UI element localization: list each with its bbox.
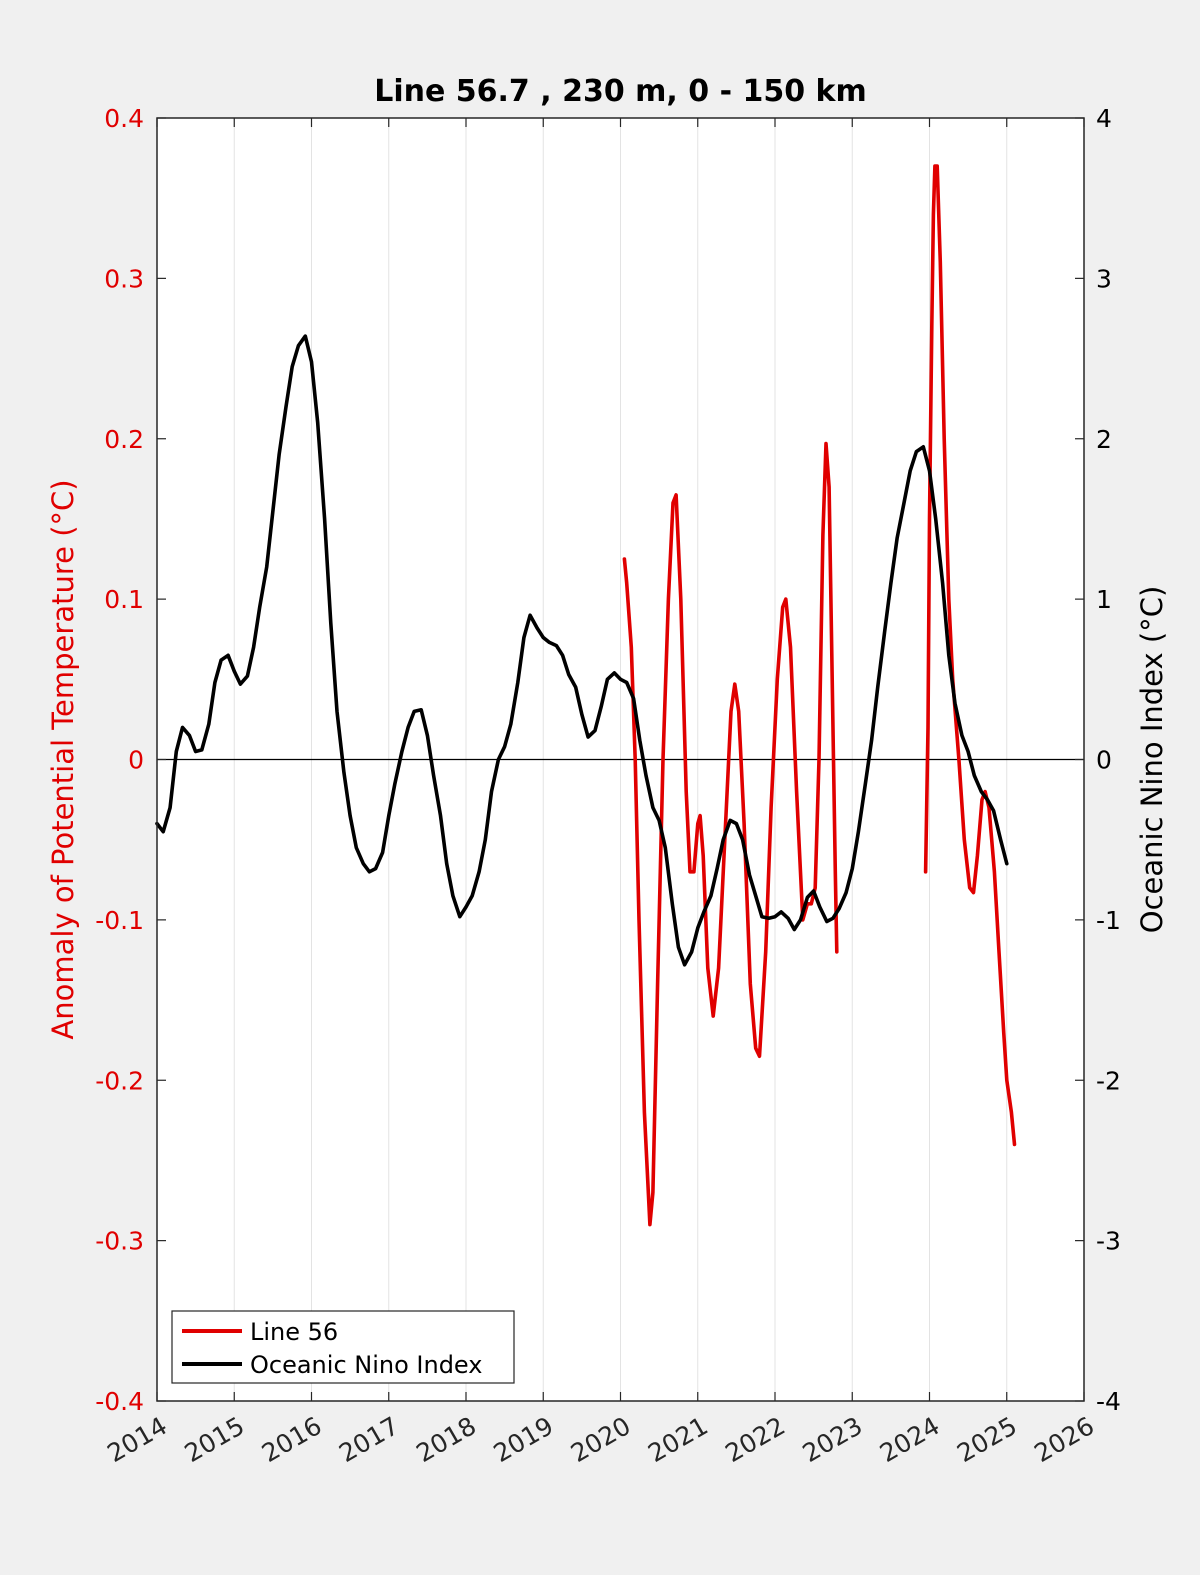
y-right-tick-label: -4 <box>1096 1387 1121 1416</box>
x-tick-label: 2026 <box>1029 1411 1099 1468</box>
y-right-tick-label: 2 <box>1096 425 1112 454</box>
y-left-tick-label: -0.2 <box>95 1066 144 1095</box>
legend-label-oni: Oceanic Nino Index <box>250 1351 482 1379</box>
legend-label-line-56: Line 56 <box>250 1318 338 1346</box>
x-tick-label: 2014 <box>102 1411 172 1468</box>
x-tick-label: 2023 <box>798 1411 868 1468</box>
y-right-tick-label: 3 <box>1096 264 1112 293</box>
x-tick-label: 2018 <box>411 1411 481 1468</box>
x-tick-label: 2019 <box>489 1411 559 1468</box>
x-tick-label: 2017 <box>334 1411 404 1468</box>
y-left-tick-label: -0.3 <box>95 1227 144 1256</box>
y-right-tick-label: 4 <box>1096 104 1112 133</box>
y-right-tick-label: -2 <box>1096 1066 1121 1095</box>
legend: Line 56 Oceanic Nino Index <box>171 1310 515 1384</box>
y-right-tick-label: -3 <box>1096 1227 1121 1256</box>
y-left-tick-label: 0.4 <box>104 104 144 133</box>
y-left-tick-label: -0.4 <box>95 1387 144 1416</box>
x-tick-label: 2015 <box>180 1411 250 1468</box>
x-tick-label: 2025 <box>952 1411 1022 1468</box>
y-axis-right-label: Oceanic Nino Index (°C) <box>1135 586 1169 934</box>
y-left-tick-label: 0.3 <box>104 264 144 293</box>
y-axis-left-label: Anomaly of Potential Temperature (°C) <box>46 479 80 1039</box>
series-line-56 <box>622 441 839 1227</box>
y-right-tick-label: -1 <box>1096 906 1121 935</box>
series-line-56-segment-1 <box>923 164 1017 1147</box>
chart-title: Line 56.7 , 230 m, 0 - 150 km <box>374 74 867 109</box>
series-lines <box>155 164 1017 1227</box>
legend-box <box>171 1310 515 1384</box>
series-oceanic-nino-index <box>155 334 1009 967</box>
x-tick-label: 2021 <box>643 1411 713 1468</box>
y-right-tick-label: 1 <box>1096 585 1112 614</box>
y-left-tick-label: -0.1 <box>95 906 144 935</box>
x-tick-label: 2024 <box>875 1411 945 1468</box>
y-right-tick-label: 0 <box>1096 746 1112 775</box>
y-left-tick-label: 0 <box>128 746 144 775</box>
x-tick-label: 2020 <box>566 1411 636 1468</box>
y-left-tick-label: 0.1 <box>104 585 144 614</box>
x-tick-label: 2022 <box>720 1411 790 1468</box>
x-tick-label: 2016 <box>257 1411 327 1468</box>
y-left-tick-label: 0.2 <box>104 425 144 454</box>
